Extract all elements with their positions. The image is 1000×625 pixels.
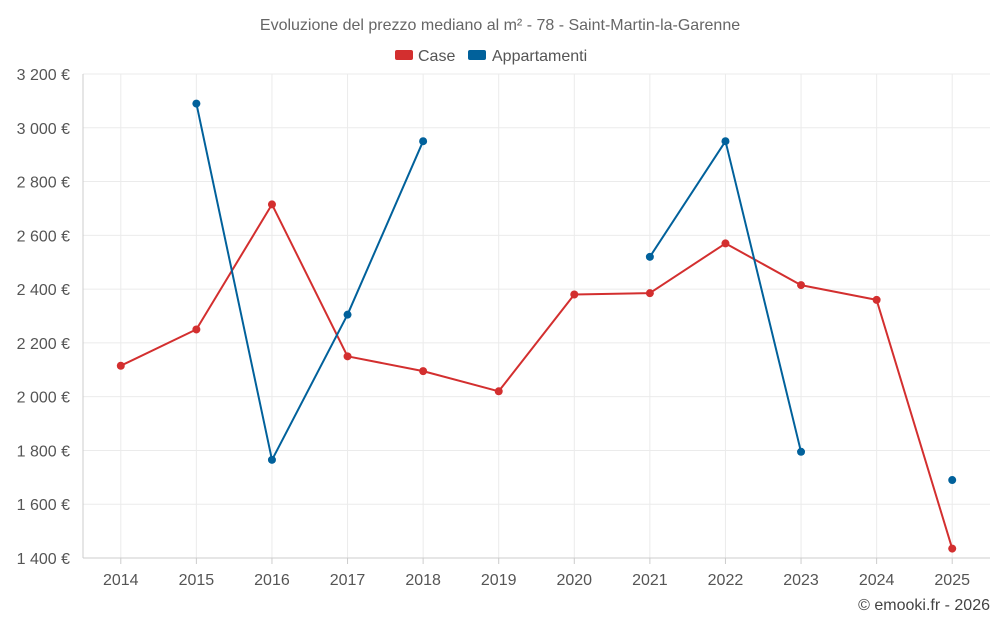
data-point (570, 290, 579, 299)
data-point (872, 295, 881, 304)
grid (83, 73, 990, 559)
data-point (797, 447, 806, 456)
x-tick-label: 2024 (859, 572, 895, 589)
x-tick-label: 2020 (556, 572, 592, 589)
data-point (645, 289, 654, 298)
chart-title: Evoluzione del prezzo mediano al m² - 78… (260, 17, 740, 34)
y-tick-label: 1 400 € (17, 551, 70, 568)
credit: © emooki.fr - 2026 (858, 597, 990, 614)
y-tick-label: 2 400 € (17, 282, 70, 299)
data-point (267, 200, 276, 209)
x-tick-label: 2018 (405, 572, 441, 589)
data-point (343, 310, 352, 319)
x-tick-label: 2016 (254, 572, 290, 589)
x-tick-label: 2014 (103, 572, 139, 589)
data-point (494, 387, 503, 396)
series-case (116, 200, 957, 553)
y-axis: 1 400 € 1 600 € 1 800 € 2 000 € 2 200 € 2 400… (17, 67, 70, 568)
data-point (192, 325, 201, 334)
data-point (948, 476, 957, 485)
series-line (120, 203, 954, 549)
series-line (195, 103, 425, 461)
y-tick-label: 3 200 € (17, 67, 70, 84)
x-tick-label: 2021 (632, 572, 668, 589)
legend-item-case[interactable]: Case (395, 48, 455, 65)
y-tick-label: 3 000 € (17, 121, 70, 138)
y-tick-label: 2 600 € (17, 228, 70, 245)
data-point (948, 544, 957, 553)
y-tick-label: 2 800 € (17, 175, 70, 192)
legend-label-appartamenti: Appartamenti (492, 48, 587, 65)
y-tick-label: 2 200 € (17, 336, 70, 353)
series-appartamenti (192, 99, 957, 485)
x-axis: 2014 2015 2016 2017 2018 2019 2020 2021 2022 2023… (82, 74, 990, 589)
data-point (645, 252, 654, 261)
x-tick-label: 2023 (783, 572, 819, 589)
data-point (192, 99, 201, 108)
legend: Case Appartamenti (395, 48, 587, 65)
data-point (343, 352, 352, 361)
data-point (797, 281, 806, 290)
legend-item-appartamenti[interactable]: Appartamenti (468, 48, 587, 65)
x-tick-label: 2017 (330, 572, 366, 589)
legend-swatch-appartamenti (468, 50, 486, 60)
data-point (419, 137, 428, 146)
x-tick-label: 2025 (934, 572, 970, 589)
data-point (721, 239, 730, 248)
data-point (721, 137, 730, 146)
y-tick-label: 2 000 € (17, 390, 70, 407)
x-tick-label: 2015 (179, 572, 215, 589)
y-tick-label: 1 600 € (17, 497, 70, 514)
series-layer (116, 99, 957, 553)
data-point (116, 361, 125, 370)
y-tick-label: 1 800 € (17, 443, 70, 460)
legend-swatch-case (395, 50, 413, 60)
data-point (419, 367, 428, 376)
x-tick-label: 2019 (481, 572, 517, 589)
x-tick-label: 2022 (708, 572, 744, 589)
legend-label-case: Case (418, 48, 455, 65)
data-point (267, 455, 276, 464)
